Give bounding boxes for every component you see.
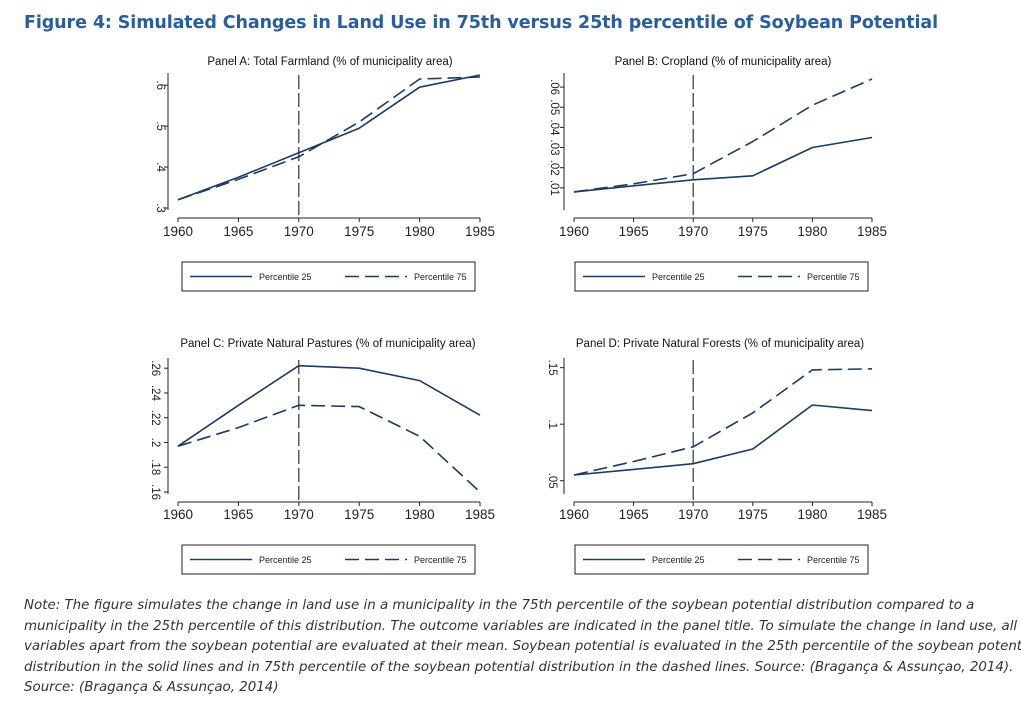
x-tick-label: 1970 <box>284 224 314 239</box>
y-tick-label: .4 <box>154 162 166 172</box>
legend-label: Percentile 25 <box>259 272 312 282</box>
y-tick-label: .06 <box>548 79 560 95</box>
y-tick-label: .03 <box>548 140 560 156</box>
y-tick-label: .26 <box>149 360 161 376</box>
note-line: variables apart from the soybean potenti… <box>24 639 1021 654</box>
x-tick-label: 1975 <box>344 507 374 522</box>
y-tick-label: .6 <box>154 80 166 90</box>
figure-note: Note: The figure simulates the change in… <box>24 596 1021 699</box>
y-tick-label: .22 <box>149 410 161 426</box>
legend-label: Percentile 75 <box>807 272 860 282</box>
panel-title: Panel A: Total Farmland (% of municipali… <box>207 56 452 68</box>
series-line-percentile-75 <box>573 78 873 193</box>
y-tick-label: .01 <box>548 180 560 196</box>
legend-label: Percentile 25 <box>652 555 705 565</box>
chart-grid: Panel A: Total Farmland (% of municipali… <box>149 56 887 575</box>
y-tick-label: .05 <box>548 99 560 115</box>
y-tick-label: .04 <box>548 119 560 136</box>
series-line-percentile-75 <box>177 404 481 493</box>
x-tick-label: 1965 <box>223 224 253 239</box>
x-tick-label: 1980 <box>797 507 827 522</box>
series-line-percentile-75 <box>573 368 873 476</box>
x-tick-label: 1970 <box>284 507 314 522</box>
x-tick-label: 1980 <box>405 507 435 522</box>
series-line-percentile-75 <box>177 76 481 201</box>
note-line: Note: The figure simulates the change in… <box>24 598 975 613</box>
series-line-percentile-25 <box>177 74 481 201</box>
panel-title: Panel B: Cropland (% of municipality are… <box>615 56 832 68</box>
y-tick-label: .3 <box>154 203 166 213</box>
x-tick-label: 1960 <box>163 224 193 239</box>
x-tick-label: 1965 <box>223 507 253 522</box>
y-tick-label: .18 <box>149 459 161 475</box>
y-tick-label: .05 <box>546 473 558 489</box>
legend-label: Percentile 25 <box>652 272 705 282</box>
y-tick-label: .2 <box>149 438 161 448</box>
x-tick-label: 1975 <box>738 507 768 522</box>
series-line-percentile-25 <box>573 136 873 193</box>
y-tick-label: .1 <box>546 419 558 429</box>
x-tick-label: 1975 <box>344 224 374 239</box>
x-tick-label: 1960 <box>559 507 589 522</box>
note-line: distribution in the solid lines and in 7… <box>24 659 1014 675</box>
x-tick-label: 1980 <box>405 224 435 239</box>
x-tick-label: 1975 <box>738 224 768 239</box>
note-line: municipality in the 25th percentile of t… <box>24 618 1018 634</box>
x-tick-label: 1965 <box>619 507 649 522</box>
y-tick-label: .5 <box>154 121 166 131</box>
y-tick-label: .24 <box>149 385 161 402</box>
legend-label: Percentile 75 <box>414 555 467 565</box>
x-tick-label: 1985 <box>465 224 495 239</box>
series-line-percentile-25 <box>177 364 481 447</box>
panel-title: Panel C: Private Natural Pastures (% of … <box>180 338 475 350</box>
legend-label: Percentile 25 <box>259 555 312 565</box>
x-tick-label: 1960 <box>559 224 589 239</box>
panel-title: Panel D: Private Natural Forests (% of m… <box>576 338 864 350</box>
series-line-percentile-25 <box>573 404 873 476</box>
legend-label: Percentile 75 <box>807 555 860 565</box>
x-tick-label: 1970 <box>678 507 708 522</box>
y-tick-label: .16 <box>149 484 161 500</box>
x-tick-label: 1985 <box>857 507 887 522</box>
y-tick-label: .02 <box>548 160 560 176</box>
x-tick-label: 1980 <box>797 224 827 239</box>
legend-label: Percentile 75 <box>414 272 467 282</box>
note-line: Source: (Bragança & Assunçao, 2014) <box>24 680 279 695</box>
x-tick-label: 1970 <box>678 224 708 239</box>
figure-title: Figure 4: Simulated Changes in Land Use … <box>24 13 938 33</box>
x-tick-label: 1965 <box>619 224 649 239</box>
x-tick-label: 1960 <box>163 507 193 522</box>
x-tick-label: 1985 <box>465 507 495 522</box>
legend-box <box>574 261 869 292</box>
x-tick-label: 1985 <box>857 224 887 239</box>
y-tick-label: .15 <box>546 360 558 376</box>
